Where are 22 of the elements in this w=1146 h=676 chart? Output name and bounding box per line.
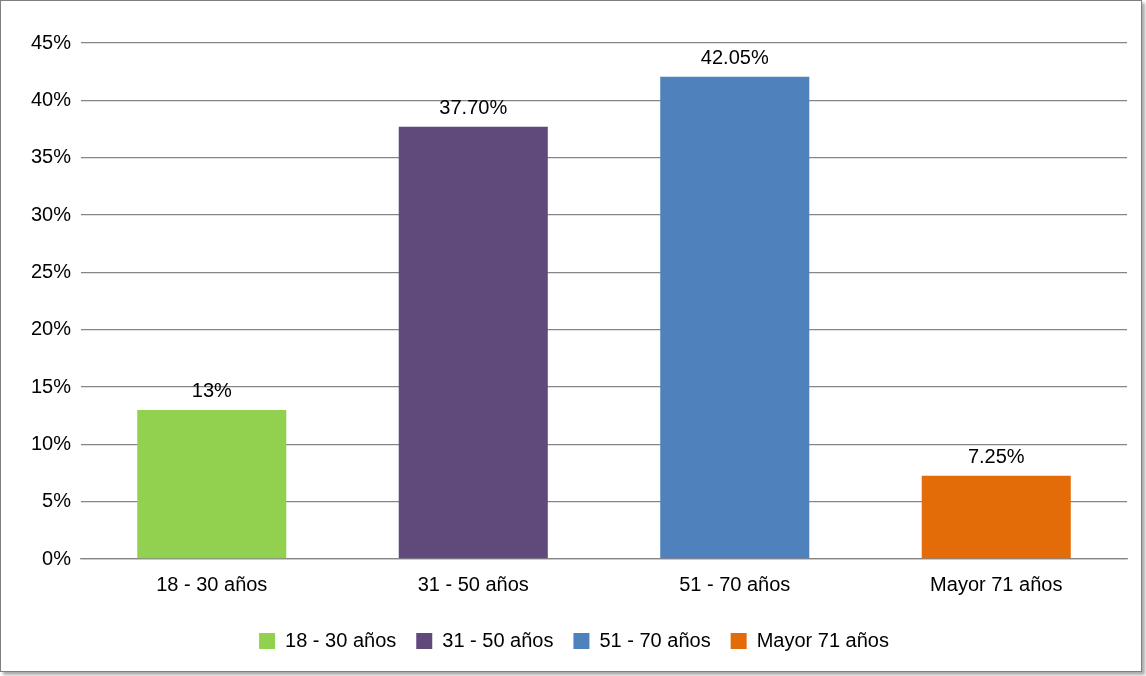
data-label: 37.70% xyxy=(439,96,508,119)
y-tick-label: 5% xyxy=(42,489,72,512)
x-tick-label: 31 - 50 años xyxy=(417,572,529,595)
data-label: 7.25% xyxy=(967,445,1025,468)
y-tick-label: 15% xyxy=(31,374,72,397)
y-tick-label: 0% xyxy=(42,546,72,569)
data-label: 13% xyxy=(191,379,233,402)
y-tick-label: 20% xyxy=(31,317,72,340)
x-tick-label: 51 - 70 años xyxy=(679,572,791,595)
y-tick-label: 10% xyxy=(31,431,72,454)
legend-label: 51 - 70 años xyxy=(599,628,711,651)
legend-label: 31 - 50 años xyxy=(442,628,554,651)
y-tick-label: 30% xyxy=(31,202,72,225)
y-tick-label: 25% xyxy=(31,259,72,282)
data-label: 42.05% xyxy=(700,46,769,69)
y-tick-label: 45% xyxy=(31,30,72,53)
legend-label: Mayor 71 años xyxy=(756,628,889,651)
x-tick-label: Mayor 71 años xyxy=(930,572,1063,595)
legend-label: 18 - 30 años xyxy=(285,628,397,651)
y-tick-label: 35% xyxy=(31,145,72,168)
x-tick-label: 18 - 30 años xyxy=(156,572,268,595)
y-tick-label: 40% xyxy=(31,87,72,110)
